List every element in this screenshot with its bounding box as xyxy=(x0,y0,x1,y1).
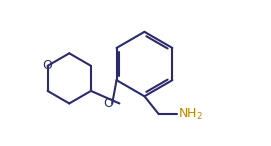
Text: O: O xyxy=(43,59,53,72)
Text: O: O xyxy=(104,97,114,110)
Text: NH$_2$: NH$_2$ xyxy=(178,107,202,122)
